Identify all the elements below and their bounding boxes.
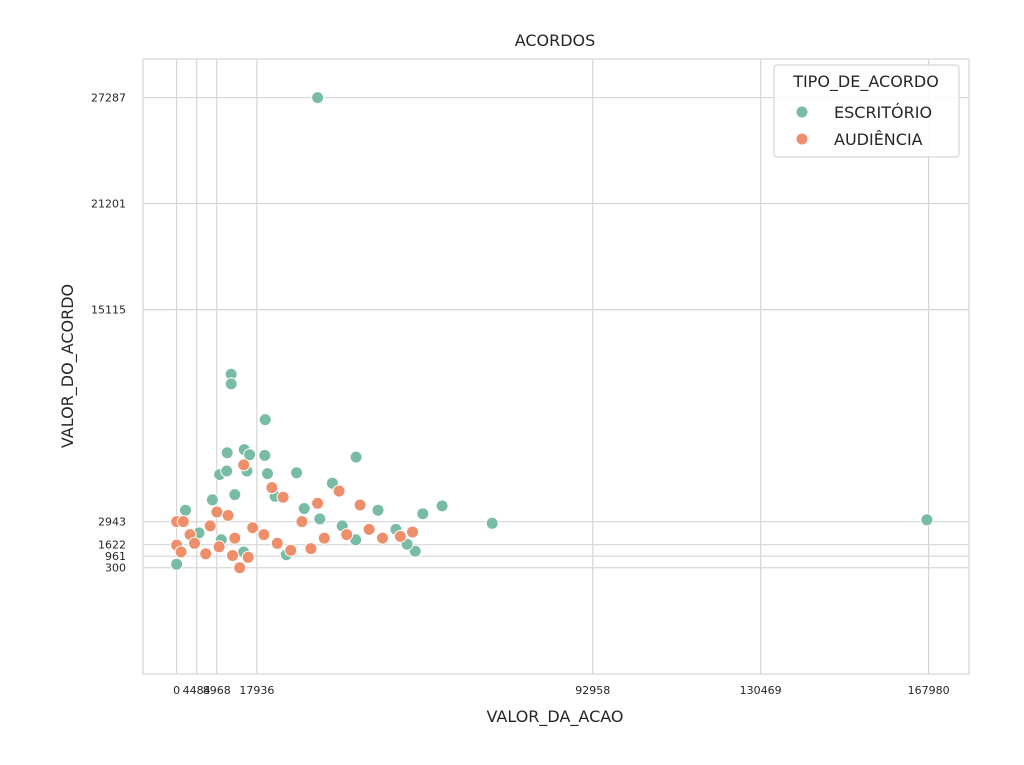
data-point (233, 561, 247, 575)
data-point (349, 450, 363, 464)
y-tick-label: 15115 (91, 304, 126, 317)
x-tick-label: 0 (173, 684, 180, 697)
data-point (290, 466, 304, 480)
data-point (297, 502, 311, 515)
data-point (353, 498, 367, 512)
series-1 (170, 458, 419, 575)
data-point (205, 493, 219, 507)
y-tick-label: 300 (105, 562, 126, 575)
data-point (199, 547, 213, 561)
data-point (313, 512, 327, 526)
data-point (203, 519, 217, 533)
data-point (332, 484, 346, 498)
data-point (920, 513, 934, 527)
data-point (220, 446, 234, 460)
legend-frame (773, 64, 960, 158)
data-point (276, 490, 290, 504)
data-points (170, 91, 934, 575)
legend-label-audiencia: AUDIÊNCIA (834, 130, 923, 149)
data-point (435, 499, 449, 513)
legend-marker-escritorio (795, 105, 809, 119)
data-point (228, 531, 242, 545)
data-point (317, 531, 331, 545)
data-point (226, 549, 239, 562)
x-axis-label: VALOR_DA_ACAO (487, 707, 624, 727)
data-point (284, 543, 298, 557)
data-point (257, 528, 271, 542)
legend: TIPO_DE_ACORDO ESCRITÓRIO AUDIÊNCIA (773, 64, 960, 158)
x-tick-label: 92958 (575, 684, 610, 697)
data-point (176, 515, 190, 529)
data-point (416, 507, 430, 521)
data-point (270, 536, 284, 550)
y-tick-label: 961 (105, 550, 126, 563)
data-point (304, 542, 318, 556)
chart-title: ACORDOS (515, 31, 596, 50)
legend-title: TIPO_DE_ACORDO (792, 72, 939, 92)
data-point (243, 448, 257, 462)
data-point (295, 515, 309, 529)
series-0 (170, 91, 934, 571)
data-point (362, 522, 376, 536)
data-point (212, 540, 226, 554)
data-point (241, 550, 255, 564)
data-point (311, 91, 325, 105)
y-tick-label: 1622 (98, 539, 126, 552)
data-point (210, 505, 224, 519)
x-tick-label: 130469 (740, 684, 782, 697)
data-point (261, 467, 274, 481)
data-point (246, 521, 260, 535)
data-point (221, 509, 235, 522)
x-tick-label: 17936 (239, 684, 274, 697)
data-point (220, 464, 234, 478)
data-point (258, 413, 272, 427)
y-tick-label: 27287 (91, 92, 126, 105)
data-point (371, 503, 385, 517)
data-point (228, 488, 242, 502)
data-point (340, 528, 354, 542)
legend-marker-audiencia (795, 132, 809, 146)
data-point (224, 377, 238, 391)
y-axis-label: VALOR_DO_ACORDO (58, 284, 78, 448)
x-tick-label: 8968 (203, 684, 231, 697)
data-point (170, 557, 184, 571)
y-tick-label: 21201 (91, 198, 126, 211)
data-point (174, 545, 188, 559)
x-tick-label: 167980 (908, 684, 950, 697)
data-point (311, 496, 325, 510)
x-tick-label: 4484 (183, 684, 211, 697)
data-point (376, 531, 389, 545)
data-point (485, 516, 499, 530)
data-point (265, 481, 279, 495)
legend-label-escritorio: ESCRITÓRIO (834, 103, 932, 122)
data-point (179, 503, 192, 517)
data-point (393, 529, 407, 543)
y-tick-label: 2943 (98, 516, 126, 529)
data-point (188, 536, 201, 550)
data-point (237, 458, 251, 472)
data-point (406, 525, 419, 539)
data-point (258, 448, 272, 462)
plot-frame (142, 58, 970, 675)
